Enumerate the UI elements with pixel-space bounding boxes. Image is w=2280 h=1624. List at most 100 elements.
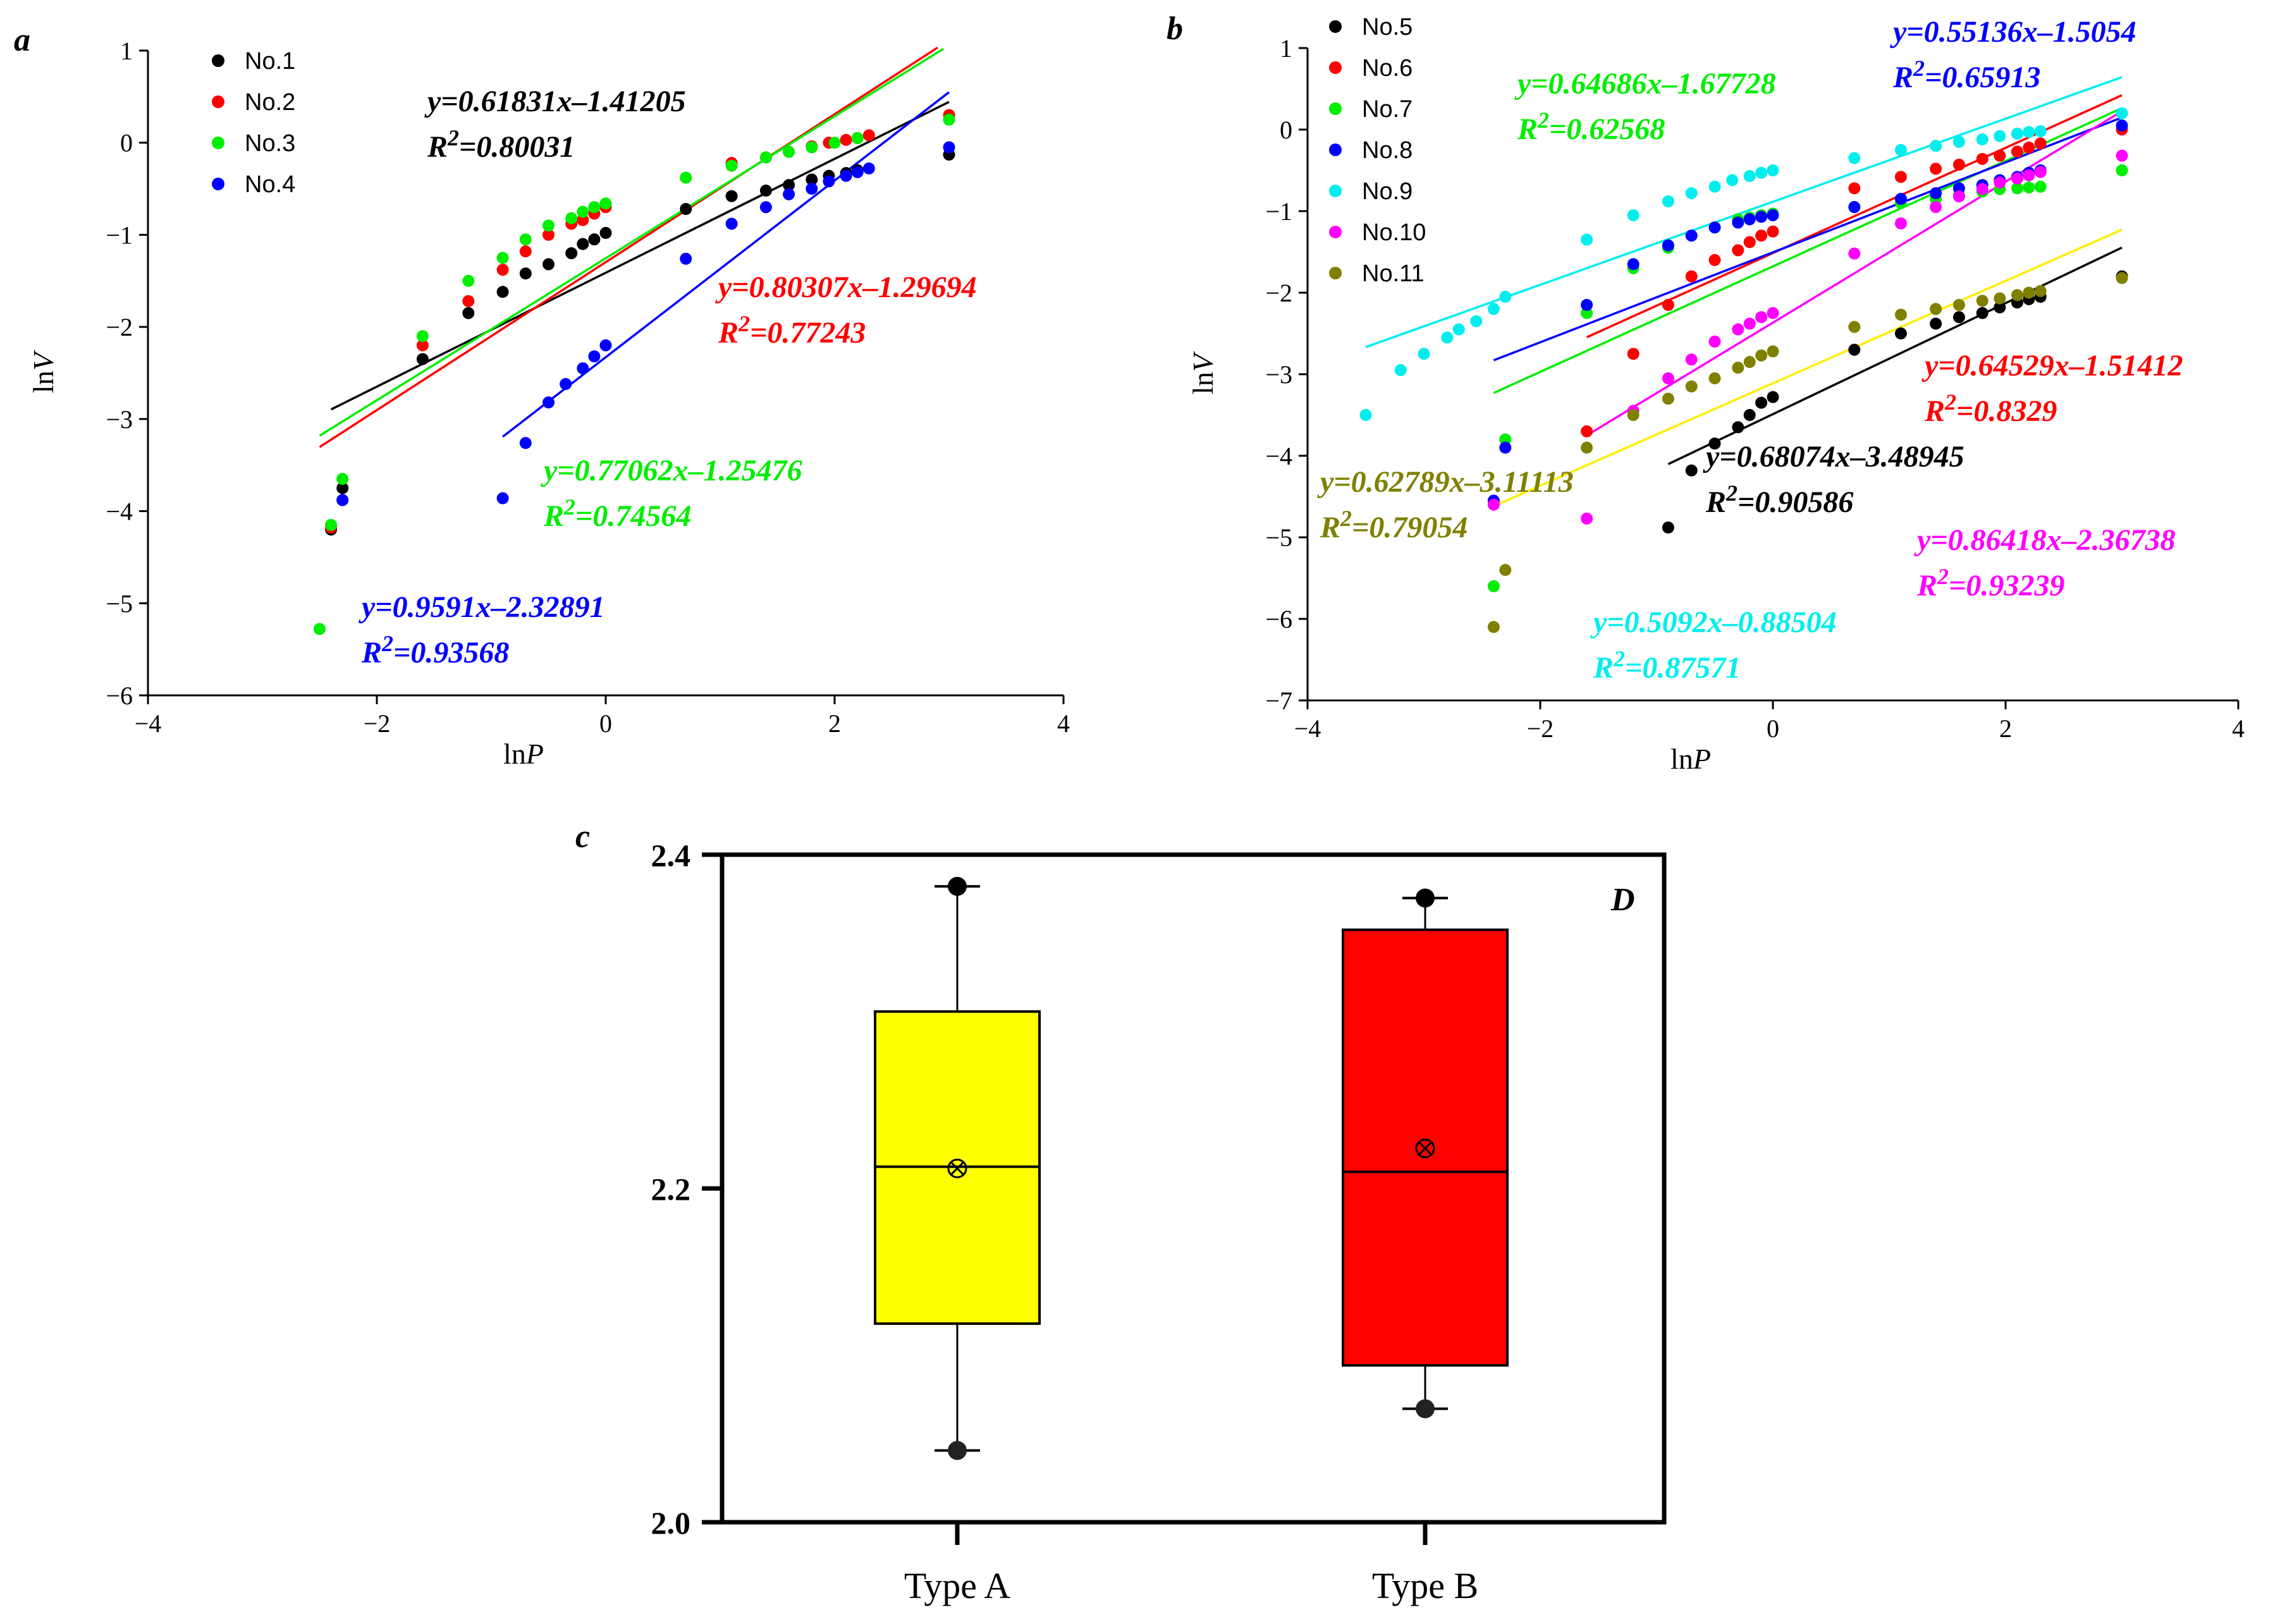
legend-marker [212,95,224,108]
data-point [1708,437,1721,450]
data-point [1708,335,1721,348]
data-point [2116,107,2128,119]
data-point [2023,126,2035,138]
legend-marker [1329,20,1342,33]
data-point [2034,137,2047,150]
r2-label: R2=0.62568 [1517,107,1665,146]
data-point [1848,201,1861,214]
data-point [2011,145,2023,158]
data-point [1767,164,1779,176]
data-point [1894,193,1907,205]
min-marker [1416,1399,1435,1419]
data-point [1581,512,1593,525]
data-point [1976,295,1989,307]
data-point [840,169,852,182]
data-point [783,145,795,158]
data-point [1994,301,2006,314]
data-point [2116,164,2128,176]
mean-marker-cross [1418,1141,1433,1156]
data-point [1767,307,1779,319]
data-point [806,173,818,186]
data-point [2011,127,2023,140]
data-point [1662,298,1674,311]
data-point [2023,181,2035,194]
y-tick-label: −2 [106,313,133,341]
r2-label: R2=0.87571 [1593,646,1741,685]
data-point [416,353,429,365]
data-point [806,183,818,195]
data-point [1952,190,1965,203]
data-point [2034,125,2047,138]
data-point [1581,441,1593,454]
y-tick-label: −6 [1265,605,1292,633]
data-point [1452,323,1465,336]
y-axis-label: lnV [27,350,59,393]
data-point [1627,409,1640,421]
data-point [1627,209,1640,221]
data-point [1708,372,1721,384]
data-point [1487,580,1500,592]
data-point [680,171,692,184]
data-point [1976,307,1989,319]
data-point [2116,272,2128,284]
data-point [1487,303,1500,315]
x-tick-label: 2 [828,709,841,738]
data-point [542,228,555,241]
data-point [680,252,692,265]
data-point [759,184,772,197]
data-point [1487,498,1500,511]
data-point [862,162,875,175]
data-point [577,238,589,250]
data-point [1952,158,1965,171]
data-point [1662,372,1674,384]
data-point [519,233,532,246]
equation-label: y=0.77062x–1.25476 [541,454,802,487]
equation-label: y=0.55136x–1.5054 [1890,15,2136,49]
data-point [1767,391,1779,403]
data-point [1743,317,1756,330]
r2-label: R2=0.74564 [543,494,691,533]
data-point [1755,349,1768,362]
data-point [542,219,555,232]
data-point [542,396,555,409]
data-point [1930,187,1942,200]
data-point [462,274,475,287]
data-point [1441,331,1454,344]
data-point [1581,233,1593,246]
equation-label: y=0.68074x–3.48945 [1703,440,1964,473]
data-point [1767,209,1779,221]
data-point [1976,133,1989,145]
data-point [759,151,772,164]
data-point [1487,621,1500,633]
legend-label: No.7 [1362,96,1413,123]
data-point [1743,356,1756,369]
data-point [496,286,509,298]
fit-line [319,47,944,437]
data-point [1848,152,1861,164]
data-point [851,131,864,144]
data-point [1499,564,1512,577]
data-point [840,133,852,146]
data-point [1685,464,1698,477]
data-point [496,252,509,264]
legend-marker [1329,143,1342,156]
data-point [588,350,601,363]
data-point [783,179,795,192]
fit-line [319,46,938,448]
data-point [1894,327,1907,339]
legend-marker [1329,267,1342,279]
chart-title: D [1610,882,1635,918]
legend-label: No.8 [1362,137,1413,164]
y-tick-label: −4 [106,498,133,526]
legend-label: No.5 [1362,14,1413,40]
legend-marker [212,54,224,67]
x-tick-label: −2 [1527,714,1554,743]
data-point [542,258,555,271]
data-point [519,245,532,258]
data-point [2034,284,2047,297]
equation-label: y=0.64529x–1.51412 [1921,349,2183,382]
plot-frame [720,852,1667,1525]
data-point [1755,229,1768,242]
data-point [325,518,338,531]
